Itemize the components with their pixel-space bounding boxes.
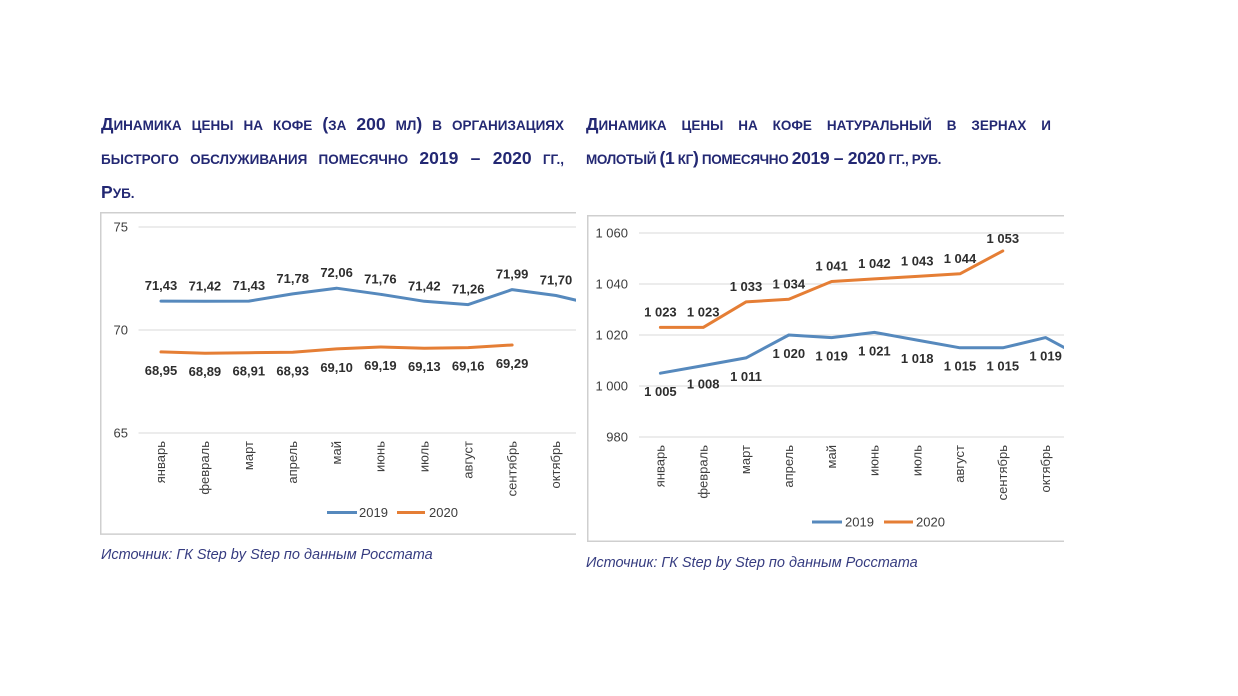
svg-text:июль: июль <box>417 441 432 472</box>
svg-text:апрель: апрель <box>285 441 300 484</box>
svg-text:2020: 2020 <box>916 515 945 530</box>
svg-text:71,78: 71,78 <box>276 271 309 286</box>
svg-text:72,06: 72,06 <box>320 265 353 280</box>
svg-text:71,76: 71,76 <box>364 271 397 286</box>
svg-text:сентябрь: сентябрь <box>995 445 1010 501</box>
svg-text:1 005: 1 005 <box>644 384 677 399</box>
svg-text:71,42: 71,42 <box>408 278 441 293</box>
svg-text:июнь: июнь <box>867 445 882 476</box>
svg-text:71,70: 71,70 <box>540 273 573 288</box>
svg-text:71,43: 71,43 <box>233 278 266 293</box>
svg-text:71,99: 71,99 <box>496 267 529 282</box>
svg-text:1 053: 1 053 <box>987 231 1020 246</box>
svg-text:1 023: 1 023 <box>687 304 720 319</box>
svg-text:1 015: 1 015 <box>944 359 977 374</box>
svg-text:март: март <box>241 441 256 470</box>
svg-text:июль: июль <box>909 445 924 476</box>
svg-text:71,42: 71,42 <box>189 278 222 293</box>
svg-text:68,89: 68,89 <box>189 364 222 379</box>
svg-text:1 020: 1 020 <box>773 346 806 361</box>
svg-text:71,26: 71,26 <box>452 282 485 297</box>
svg-text:71,43: 71,43 <box>145 278 178 293</box>
svg-text:2019: 2019 <box>359 505 388 520</box>
svg-text:69,19: 69,19 <box>364 358 397 373</box>
svg-text:69,13: 69,13 <box>408 359 441 374</box>
svg-text:1 060: 1 060 <box>595 226 628 241</box>
svg-text:май: май <box>329 441 344 464</box>
svg-text:июнь: июнь <box>373 441 388 472</box>
svg-text:март: март <box>738 445 753 474</box>
svg-text:1 042: 1 042 <box>858 256 891 271</box>
svg-text:август: август <box>460 441 475 479</box>
svg-text:65: 65 <box>114 426 128 441</box>
svg-text:2019: 2019 <box>845 515 874 530</box>
svg-text:980: 980 <box>606 430 628 445</box>
svg-text:февраль: февраль <box>695 445 710 499</box>
svg-text:сентябрь: сентябрь <box>504 441 519 497</box>
svg-text:1 019: 1 019 <box>815 349 848 364</box>
svg-text:69,10: 69,10 <box>320 360 353 375</box>
svg-text:май: май <box>824 445 839 468</box>
svg-text:1 021: 1 021 <box>858 343 891 358</box>
svg-text:1 000: 1 000 <box>595 379 628 394</box>
svg-text:68,91: 68,91 <box>233 364 266 379</box>
svg-text:1 011: 1 011 <box>730 369 762 384</box>
svg-text:январь: январь <box>153 441 168 483</box>
svg-text:октябрь: октябрь <box>1038 445 1053 493</box>
svg-text:1 008: 1 008 <box>687 377 720 392</box>
svg-text:1 023: 1 023 <box>644 304 677 319</box>
svg-text:1 018: 1 018 <box>901 351 934 366</box>
svg-text:1 043: 1 043 <box>901 253 934 268</box>
svg-text:70: 70 <box>114 323 128 338</box>
svg-text:январь: январь <box>653 445 668 487</box>
svg-text:февраль: февраль <box>197 441 212 495</box>
svg-text:1 020: 1 020 <box>595 328 628 343</box>
svg-text:68,93: 68,93 <box>276 363 309 378</box>
svg-text:69,29: 69,29 <box>496 356 529 371</box>
svg-text:68,95: 68,95 <box>145 363 178 378</box>
svg-text:1 033: 1 033 <box>730 279 763 294</box>
svg-text:69,16: 69,16 <box>452 359 485 374</box>
svg-text:1 019: 1 019 <box>1029 349 1062 364</box>
svg-text:75: 75 <box>114 220 128 235</box>
svg-text:август: август <box>952 445 967 483</box>
svg-text:октябрь: октябрь <box>548 441 563 489</box>
svg-text:1 015: 1 015 <box>987 359 1020 374</box>
svg-text:1 044: 1 044 <box>944 251 977 266</box>
svg-text:1 041: 1 041 <box>815 259 848 274</box>
svg-text:2020: 2020 <box>429 505 458 520</box>
svg-text:апрель: апрель <box>781 445 796 488</box>
svg-text:1 040: 1 040 <box>595 277 628 292</box>
svg-text:1 034: 1 034 <box>773 276 806 291</box>
